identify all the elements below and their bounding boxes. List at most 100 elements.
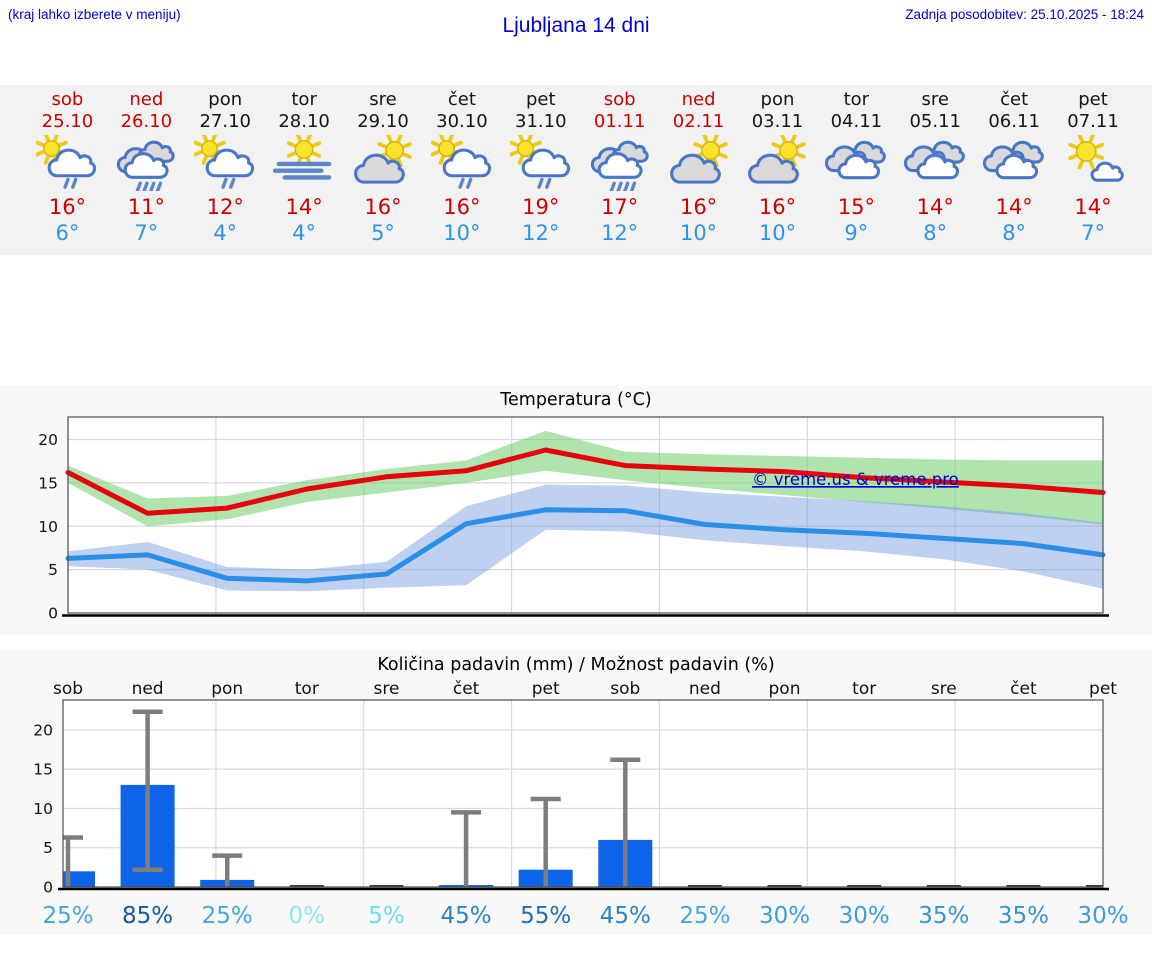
day-name: ned <box>129 89 164 110</box>
day-column[interactable]: sob 01.11 17° 12° <box>580 85 659 255</box>
day-column[interactable]: ned 02.11 16° 10° <box>659 85 738 255</box>
max-temp-line <box>65 447 1106 516</box>
day-name: pet <box>526 89 556 110</box>
day-column[interactable]: sre 05.11 14° 8° <box>896 85 975 255</box>
min-temperature: 10° <box>758 221 797 245</box>
cloud-sun-icon <box>738 133 817 193</box>
precip-probability: 25% <box>202 903 253 929</box>
day-date: 30.10 <box>436 111 488 132</box>
svg-text:15: 15 <box>38 474 58 492</box>
day-column[interactable]: ned 26.10 11° 7° <box>107 85 186 255</box>
precip-probability: 25% <box>679 903 730 929</box>
svg-text:10: 10 <box>33 800 53 818</box>
precip-day-label: sob <box>610 679 640 699</box>
location-menu-hint: (kraj lahko izberete v meniju) <box>8 7 181 22</box>
cloudy-icon <box>975 135 1054 193</box>
temperature-chart: 0 5 10 15 20 © vreme.us & vreme.pro <box>38 416 1109 623</box>
min-temp-range-band <box>68 484 1103 592</box>
precipitation-chart-title: Količina padavin (mm) / Možnost padavin … <box>377 655 775 675</box>
max-temperature: 15° <box>837 195 875 219</box>
precip-probability: 85% <box>122 903 173 929</box>
day-name: sob <box>603 89 636 110</box>
min-temperature: 12° <box>601 221 639 245</box>
temperature-chart-title: Temperatura (°C) <box>500 390 652 410</box>
precip-trace <box>1006 885 1041 887</box>
precip-probability: 25% <box>42 903 93 929</box>
sun-cloud-rain-icon <box>186 132 265 193</box>
sun-fog-icon <box>265 132 344 193</box>
day-name: sre <box>369 89 397 110</box>
precip-probability: 35% <box>998 903 1049 929</box>
day-column[interactable]: pet 31.10 19° 12° <box>501 85 580 255</box>
precip-probability: 45% <box>441 903 492 929</box>
max-temperature: 19° <box>522 195 560 219</box>
precip-trace <box>687 885 722 887</box>
precip-trace <box>767 885 802 887</box>
min-temperature: 10° <box>679 221 718 245</box>
precip-trace <box>847 885 882 887</box>
day-column[interactable]: čet 06.11 14° 8° <box>975 85 1054 255</box>
day-date: 27.10 <box>199 111 251 132</box>
watermark: © vreme.us & vreme.pro <box>752 470 959 489</box>
precip-probability: 5% <box>368 903 405 929</box>
day-name: tor <box>291 89 317 110</box>
min-temp-line <box>65 507 1106 584</box>
min-temperature: 4° <box>292 221 317 245</box>
precip-day-label: čet <box>1010 679 1037 699</box>
cloudy-icon <box>817 135 896 193</box>
day-column[interactable]: pet 07.11 14° 7° <box>1054 85 1133 255</box>
day-name: sre <box>921 89 949 110</box>
precip-trace <box>369 885 404 887</box>
precip-day-label: ned <box>689 679 721 699</box>
day-column[interactable]: pon 03.11 16° 10° <box>738 85 817 255</box>
precip-probability: 30% <box>839 903 890 929</box>
min-temperature: 4° <box>213 221 238 245</box>
max-temperature: 12° <box>206 195 244 219</box>
clouds-heavy-rain-icon <box>580 135 659 193</box>
day-date: 31.10 <box>515 111 567 132</box>
max-temperature: 17° <box>601 195 639 219</box>
day-name: tor <box>843 89 870 110</box>
day-date: 01.11 <box>593 111 646 132</box>
precip-day-label: ned <box>132 679 164 699</box>
day-name: čet <box>1000 89 1029 110</box>
day-date: 07.11 <box>1067 111 1119 132</box>
svg-text:10: 10 <box>38 518 58 536</box>
svg-text:15: 15 <box>33 761 53 779</box>
max-temperature: 16° <box>364 195 402 219</box>
sun-small-cloud-icon <box>1054 133 1133 193</box>
svg-text:0: 0 <box>43 879 53 897</box>
sun-cloud-rain-icon <box>501 132 580 193</box>
day-column[interactable]: pon 27.10 12° 4° <box>186 85 265 255</box>
svg-text:0: 0 <box>48 605 58 623</box>
precip-day-label: pon <box>211 679 243 699</box>
day-column[interactable]: čet 30.10 16° 10° <box>422 85 501 255</box>
precip-bar <box>63 871 95 887</box>
day-column[interactable]: sob 25.10 16° 6° <box>28 85 107 255</box>
min-temperature: 8° <box>1002 221 1027 245</box>
day-column[interactable]: sre 29.10 16° 5° <box>344 85 423 255</box>
precip-day-label: sob <box>53 679 83 699</box>
precip-trace <box>1086 885 1103 887</box>
min-temperature: 9° <box>844 221 869 245</box>
precip-day-label: sre <box>374 679 400 699</box>
precip-probability: 45% <box>600 903 651 929</box>
precip-day-label: tor <box>295 679 319 699</box>
svg-text:20: 20 <box>38 431 58 449</box>
day-date: 02.11 <box>672 111 725 132</box>
day-column[interactable]: tor 04.11 15° 9° <box>817 85 896 255</box>
precip-day-label: tor <box>852 679 876 699</box>
svg-text:5: 5 <box>43 839 53 857</box>
page-title: Ljubljana 14 dni <box>502 14 650 37</box>
svg-text:5: 5 <box>48 561 58 579</box>
precip-trace <box>289 885 324 887</box>
day-date: 05.11 <box>909 111 961 132</box>
day-date: 04.11 <box>830 111 883 132</box>
precipitation-chart: sob ned pon tor sre čet pet sob ned pon tor sre čet p… <box>33 679 1128 929</box>
precipitation-figure: Količina padavin (mm) / Možnost padavin … <box>0 650 1152 935</box>
min-temperature: 7° <box>1081 221 1105 245</box>
precip-day-label: sre <box>931 679 957 699</box>
day-column[interactable]: tor 28.10 14° 4° <box>265 85 344 255</box>
day-name: ned <box>681 89 716 110</box>
